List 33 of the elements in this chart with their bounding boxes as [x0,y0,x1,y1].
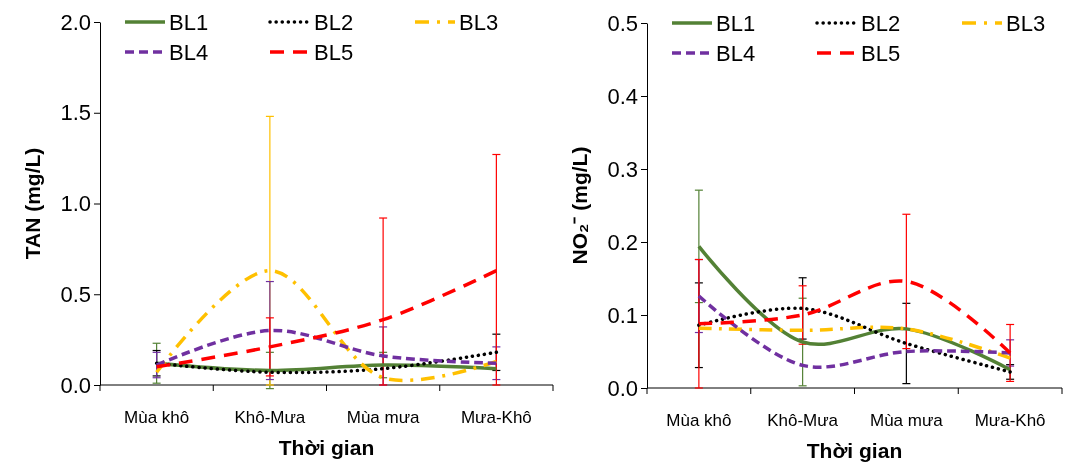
legend-label: BL2 [861,11,901,36]
legend-label: BL3 [1006,11,1046,36]
y-tick-label: 0.5 [60,281,91,307]
legend-label: BL5 [314,40,354,65]
x-tick-label: Mưa-Khô [460,408,532,427]
y-axis-title: NO₂⁻ (mg/L) [568,146,591,265]
y-tick-label: 0.5 [607,10,638,36]
y-tick-label: 1.5 [60,100,91,126]
y-tick-label: 0.0 [607,375,638,401]
x-tick-label: Khô-Mưa [234,408,306,427]
x-tick-label: Mưa-Khô [974,411,1046,430]
y-tick-label: 0.3 [607,156,638,182]
x-axis-title: Thời gian [278,436,375,459]
x-tick-label: Mùa mưa [346,408,421,427]
legend-label: BL1 [716,11,756,36]
y-tick-label: 2.0 [60,9,91,35]
x-tick-label: Mùa khô [124,408,190,427]
legend-label: BL1 [169,10,209,35]
x-tick-label: Khô-Mưa [767,411,839,430]
y-tick-label: 0.4 [607,83,638,109]
y-tick-label: 0.0 [60,372,91,398]
y-tick-label: 0.1 [607,302,638,328]
x-axis-title: Thời gian [806,439,903,462]
legend-label: BL4 [716,41,756,66]
legend-label: BL3 [459,10,499,35]
y-tick-label: 0.2 [607,229,638,255]
legend-label: BL4 [169,40,209,65]
legend-label: BL2 [314,10,354,35]
x-tick-label: Mùa mưa [869,411,944,430]
y-axis-title: TAN (mg/L) [21,147,44,260]
legend-label: BL5 [861,41,901,66]
y-tick-label: 1.0 [60,191,91,217]
x-tick-label: Mùa khô [666,411,732,430]
